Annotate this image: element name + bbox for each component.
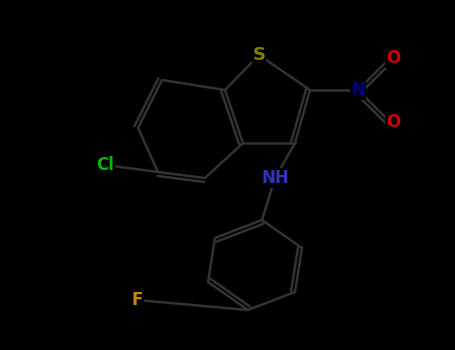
Text: N: N [351,81,365,99]
Text: F: F [131,291,143,309]
Text: NH: NH [261,169,289,187]
Text: S: S [253,46,266,64]
Text: O: O [386,49,400,67]
Text: O: O [386,113,400,131]
Text: Cl: Cl [96,156,114,174]
